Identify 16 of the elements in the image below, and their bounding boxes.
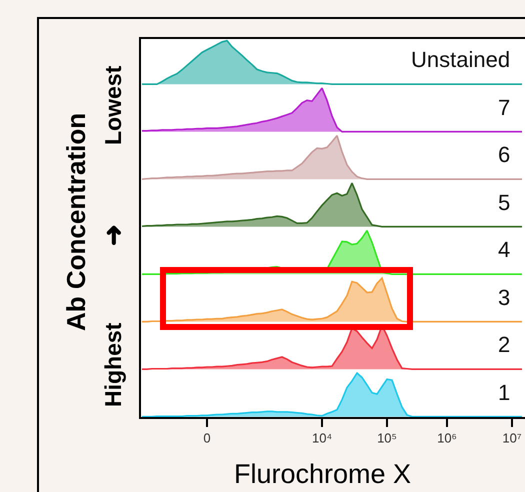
x-tick-label: 10⁵ [377,430,397,446]
x-axis-title: Flurochrome X [234,459,412,489]
series-label: 5 [498,190,510,215]
series-label: 2 [498,332,510,357]
series-label: 7 [498,95,510,120]
series-label: 1 [498,380,510,405]
x-tick-label: 0 [203,430,211,446]
series-label: 6 [498,142,510,167]
series-label: 4 [498,237,510,262]
x-tick-label: 10⁴ [312,430,332,446]
series-label: 3 [498,285,510,310]
text: Highest ➜ Lowest [98,66,128,407]
series-label: Unstained [411,47,510,72]
x-tick-label: 10⁶ [437,430,457,446]
x-tick-label: 10⁷ [502,430,522,446]
y-axis-title: Ab Concentration [61,112,91,331]
